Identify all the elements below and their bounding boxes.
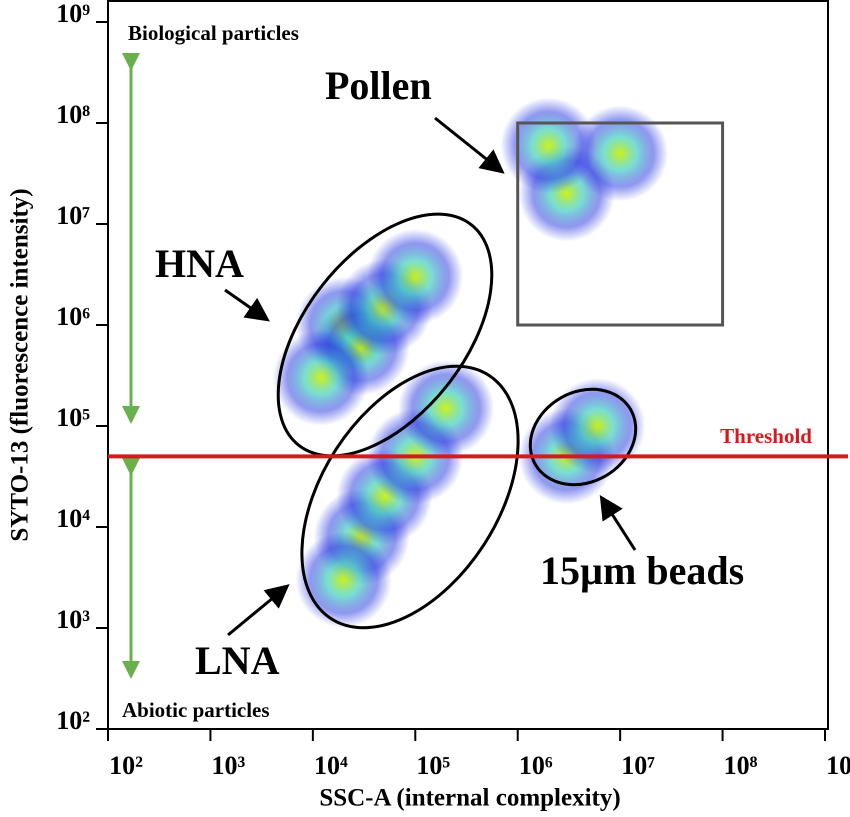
- annotation: LNA: [195, 638, 280, 683]
- density-point: [367, 228, 464, 325]
- pollen-arrow: [434, 116, 505, 174]
- y-tick-label: 10³: [56, 605, 90, 634]
- annotation: HNA: [155, 241, 244, 286]
- lna-gate: [300, 364, 520, 630]
- density-point: [398, 360, 495, 457]
- density-point: [572, 105, 669, 202]
- density-point: [295, 531, 392, 628]
- density-point: [500, 97, 597, 194]
- x-tick-label: 10⁷: [621, 751, 655, 780]
- x-tick-label: 10⁶: [519, 751, 553, 780]
- annotation: Abiotic particles: [122, 698, 270, 722]
- density-point: [549, 378, 646, 474]
- points-layer: [272, 97, 669, 628]
- x-tick-label: 10⁹: [826, 751, 850, 780]
- y-axis-label: SYTO-13 (fluorescence intensity): [7, 188, 34, 541]
- x-tick-label: 10³: [212, 751, 246, 780]
- x-tick-label: 10⁴: [314, 751, 348, 780]
- plot-frame: [107, 0, 829, 730]
- y-tick-label: 10⁵: [56, 403, 90, 432]
- y-tick-label: 10⁷: [56, 201, 90, 230]
- y-tick-label: 10⁸: [56, 100, 90, 129]
- x-axis-label: SSC-A (internal complexity): [319, 785, 620, 812]
- annotation: 15µm beads: [540, 548, 744, 593]
- x-tick-label: 10²: [109, 751, 143, 780]
- x-tick-label: 10⁵: [416, 751, 450, 780]
- hna-arrow: [224, 288, 270, 322]
- beads-gate: [528, 387, 638, 487]
- lna-arrow: [227, 584, 290, 637]
- density-point: [272, 329, 369, 426]
- y-tick-label: 10⁶: [56, 302, 90, 331]
- hna-gate: [276, 212, 494, 458]
- threshold-label: Threshold: [720, 424, 812, 448]
- pollen-gate: [516, 121, 725, 327]
- x-tick-label: 10⁸: [724, 751, 758, 780]
- y-tick-label: 10²: [56, 706, 90, 735]
- pollen-label: Pollen: [325, 63, 432, 108]
- annotation: Biological particles: [128, 21, 299, 45]
- y-tick-label: 10⁴: [56, 504, 90, 533]
- beads-arrow: [599, 494, 637, 551]
- y-tick-label: 10⁹: [56, 0, 90, 28]
